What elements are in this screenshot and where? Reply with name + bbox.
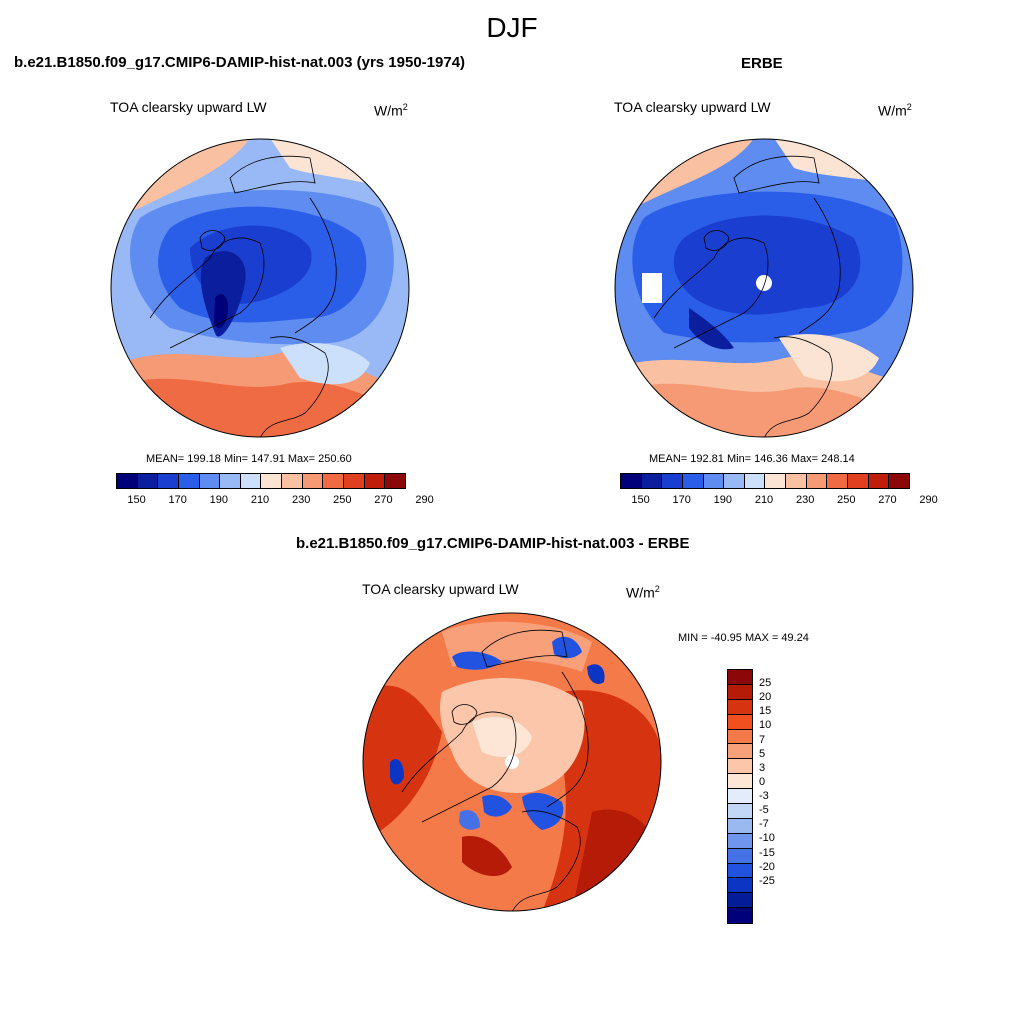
colorbar-swatch	[728, 804, 752, 819]
colorbar-swatch	[158, 474, 179, 488]
colorbar-swatch	[728, 729, 752, 745]
colorbar-tick-label: 150	[631, 494, 650, 506]
colorbar-tick-label: 210	[754, 494, 774, 506]
colorbar-tick-label: -10	[759, 832, 775, 845]
colorbar-swatch	[728, 684, 752, 700]
colorbar-swatch	[728, 759, 752, 775]
colorbar-swatch	[621, 474, 642, 488]
colorbar-tick-label: 270	[878, 494, 897, 506]
colorbar-tick-label: 15	[759, 705, 772, 718]
panel-3-colorbar-ticks: 25 20 15 10 7 5 3 0 -3 -5 -7 -10 -15 -20 -25	[759, 669, 799, 909]
colorbar-swatch	[199, 474, 221, 488]
colorbar-tick-label: 290	[415, 494, 434, 506]
panel-1-colorbar-ticks: 150 170 190 210 230 250 270 290	[116, 494, 433, 508]
panel-3-variable-label: TOA clearsky upward LW	[362, 581, 519, 597]
colorbar-swatch	[728, 714, 752, 730]
colorbar-swatch	[724, 474, 745, 488]
panel-3-colorbar	[727, 669, 753, 925]
colorbar-tick-label: 150	[127, 494, 146, 506]
panel-1-title: b.e21.B1850.f09_g17.CMIP6-DAMIP-hist-nat…	[14, 54, 466, 71]
colorbar-swatch	[786, 474, 807, 488]
colorbar-tick-label: 210	[250, 494, 270, 506]
panel-1-polar-map	[110, 138, 410, 438]
panel-2-colorbar-ticks: 150 170 190 210 230 250 270 290	[620, 494, 937, 508]
colorbar-swatch	[344, 474, 365, 488]
colorbar-swatch	[728, 699, 752, 715]
colorbar-tick-label: 25	[759, 677, 772, 690]
colorbar-swatch	[889, 474, 909, 488]
colorbar-swatch	[827, 474, 849, 488]
colorbar-tick-label: 0	[759, 775, 766, 788]
colorbar-swatch	[868, 474, 890, 488]
colorbar-swatch	[728, 774, 752, 790]
colorbar-swatch	[728, 848, 752, 864]
colorbar-swatch	[220, 474, 241, 488]
colorbar-tick-label: -20	[759, 860, 775, 873]
panel-2-title: ERBE	[741, 55, 783, 72]
panel-1-units: W/m2	[374, 102, 408, 119]
colorbar-swatch	[240, 474, 262, 488]
panel-2-stats: MEAN= 192.81 Min= 146.36 Max= 248.14	[649, 453, 855, 465]
colorbar-swatch	[682, 474, 704, 488]
main-title: DJF	[486, 12, 538, 43]
panel-2-colorbar	[620, 473, 910, 489]
panel-1-colorbar	[116, 473, 406, 489]
colorbar-swatch	[323, 474, 345, 488]
colorbar-tick-label: 5	[759, 747, 766, 760]
colorbar-tick-label: -7	[759, 818, 769, 831]
colorbar-swatch	[662, 474, 683, 488]
colorbar-swatch	[137, 474, 159, 488]
colorbar-swatch	[282, 474, 303, 488]
colorbar-swatch	[261, 474, 283, 488]
colorbar-tick-label: 270	[374, 494, 393, 506]
colorbar-swatch	[364, 474, 386, 488]
panel-2-polar-map	[614, 138, 914, 438]
colorbar-swatch	[117, 474, 138, 488]
panel-3-title: b.e21.B1850.f09_g17.CMIP6-DAMIP-hist-nat…	[296, 535, 690, 552]
colorbar-swatch	[728, 789, 752, 805]
colorbar-swatch	[744, 474, 766, 488]
colorbar-swatch	[728, 744, 752, 760]
colorbar-tick-label: 10	[759, 719, 772, 732]
colorbar-tick-label: 190	[209, 494, 229, 506]
colorbar-swatch	[848, 474, 869, 488]
colorbar-swatch	[302, 474, 324, 488]
colorbar-tick-label: 3	[759, 761, 766, 774]
colorbar-tick-label: 230	[291, 494, 311, 506]
colorbar-swatch	[728, 908, 752, 924]
colorbar-swatch	[641, 474, 663, 488]
colorbar-tick-label: 250	[333, 494, 352, 506]
colorbar-swatch	[728, 818, 752, 834]
panel-1-variable-label: TOA clearsky upward LW	[110, 99, 267, 115]
colorbar-swatch	[765, 474, 787, 488]
colorbar-tick-label: 170	[168, 494, 187, 506]
colorbar-swatch	[728, 670, 752, 685]
colorbar-tick-label: 190	[713, 494, 733, 506]
panel-1-stats: MEAN= 199.18 Min= 147.91 Max= 250.60	[146, 453, 352, 465]
colorbar-tick-label: -15	[759, 846, 775, 859]
panel-2-variable-label: TOA clearsky upward LW	[614, 99, 771, 115]
colorbar-swatch	[728, 833, 752, 849]
panel-3-polar-map	[362, 612, 662, 912]
colorbar-swatch	[728, 863, 752, 879]
colorbar-tick-label: 7	[759, 733, 766, 746]
colorbar-tick-label: 230	[795, 494, 815, 506]
colorbar-swatch	[178, 474, 200, 488]
panel-2-units: W/m2	[878, 102, 912, 119]
colorbar-tick-label: 20	[759, 691, 772, 704]
colorbar-tick-label: 170	[672, 494, 691, 506]
colorbar-tick-label: -5	[759, 804, 769, 817]
panel-3-units: W/m2	[626, 584, 660, 601]
colorbar-swatch	[703, 474, 725, 488]
colorbar-swatch	[728, 893, 752, 909]
colorbar-swatch	[806, 474, 828, 488]
colorbar-tick-label: 290	[919, 494, 938, 506]
colorbar-tick-label: 250	[837, 494, 856, 506]
colorbar-tick-label: -3	[759, 790, 769, 803]
colorbar-swatch	[728, 878, 752, 894]
colorbar-tick-label: -25	[759, 874, 775, 887]
panel-3-minmax: MIN = -40.95 MAX = 49.24	[678, 632, 809, 644]
colorbar-swatch	[385, 474, 405, 488]
